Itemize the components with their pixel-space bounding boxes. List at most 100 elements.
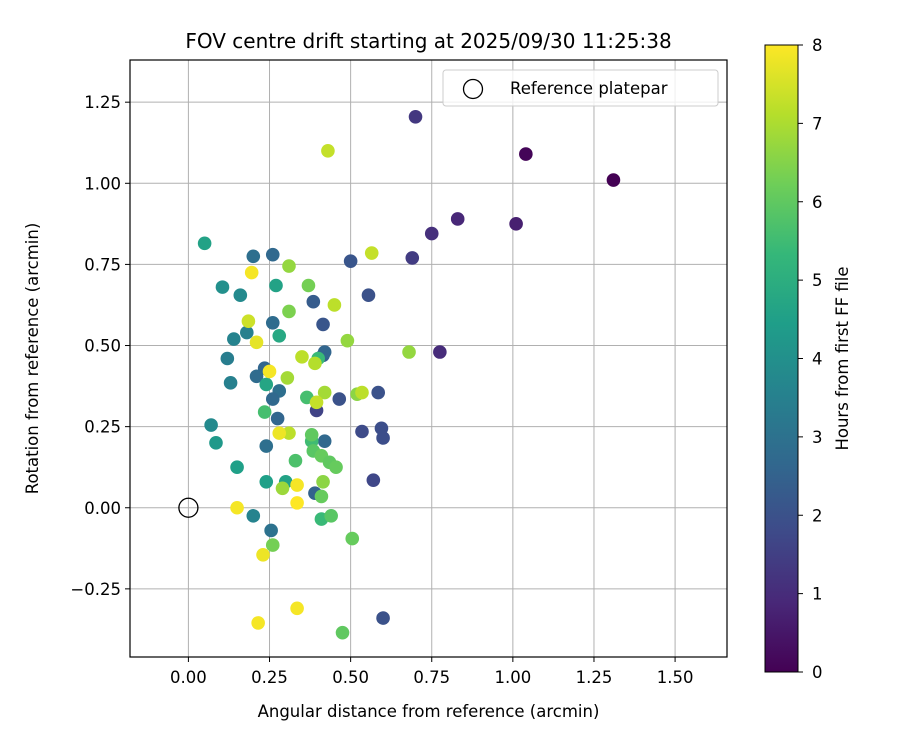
scatter-point (240, 325, 254, 340)
scatter-point (424, 226, 439, 241)
scatter-point (259, 474, 274, 489)
scatter-point (405, 251, 420, 265)
scatter-point (304, 427, 319, 442)
y-tick-label: 0.75 (84, 255, 121, 274)
y-tick-label: 0.00 (84, 499, 121, 518)
scatter-point (227, 332, 241, 346)
x-tick-label: 1.25 (576, 668, 613, 687)
scatter-point (241, 314, 256, 328)
scatter-point (223, 376, 238, 390)
scatter-point (282, 304, 296, 319)
x-axis-label: Angular distance from reference (arcmin) (258, 702, 600, 721)
scatter-point (197, 236, 212, 251)
scatter-point (335, 625, 350, 640)
scatter-point (269, 278, 283, 293)
colorbar-tick-label: 4 (812, 350, 823, 369)
scatter-point (371, 385, 386, 400)
legend-box (442, 69, 719, 107)
scatter-point (288, 453, 303, 468)
scatter-point (433, 345, 447, 359)
scatter-point (262, 364, 277, 379)
x-axis-ticks: 0.00 0.25 0.50 0.75 1.00 1.25 1.50 (170, 657, 693, 687)
legend-entry-reference-platepar: Reference platepar (510, 79, 668, 98)
scatter-point (272, 328, 287, 343)
scatter-point (340, 333, 355, 348)
y-axis-label: Rotation from reference (arcmin) (23, 223, 42, 495)
scatter-point (509, 217, 523, 231)
scatter-point (215, 280, 230, 294)
scatter-point (329, 460, 343, 474)
scatter-point (376, 611, 390, 625)
scatter-point (402, 345, 416, 359)
colorbar-tick-label: 8 (812, 36, 823, 55)
colorbar-tick-label: 6 (812, 193, 823, 212)
grid-lines (130, 60, 727, 657)
x-tick-label: 0.25 (251, 668, 288, 687)
scatter-point (246, 509, 261, 523)
y-tick-label: 1.00 (84, 174, 121, 193)
scatter-point (290, 496, 304, 510)
scatter-point (265, 538, 280, 552)
y-tick-label: −0.25 (70, 580, 121, 599)
x-tick-label: 0.75 (413, 668, 450, 687)
scatter-point (606, 173, 621, 187)
colorbar-tick-label: 3 (812, 428, 823, 447)
legend-marker-reference-platepar (462, 78, 484, 100)
scatter-point (257, 405, 272, 419)
y-tick-label: 0.25 (84, 418, 121, 437)
scatter-point (282, 426, 296, 440)
x-tick-label: 0.00 (170, 668, 207, 687)
scatter-point (249, 369, 264, 384)
scatter-point (343, 254, 358, 268)
scatter-point (324, 509, 338, 523)
scatter-point (519, 147, 533, 161)
scatter-point (204, 418, 218, 432)
scatter-point (259, 377, 274, 392)
scatter-point (317, 385, 332, 400)
scatter-point (290, 601, 304, 616)
scatter-point (246, 249, 261, 264)
scatter-point (327, 298, 342, 312)
colorbar-tick-label: 5 (812, 271, 823, 290)
scatter-points (197, 109, 621, 640)
scatter-point (306, 294, 321, 309)
scatter-point (332, 392, 347, 406)
scatter-point (309, 395, 324, 410)
y-axis-ticks: −0.25 0.00 0.25 0.50 0.75 1.00 1.25 (70, 93, 130, 599)
colorbar: 0 1 2 3 4 5 6 7 8 Hours from first FF file (764, 36, 852, 682)
y-tick-label: 1.25 (84, 93, 121, 112)
colorbar-tick-label: 7 (812, 114, 823, 133)
scatter-point (259, 439, 274, 453)
scatter-point (345, 531, 360, 546)
scatter-point (355, 424, 369, 439)
colorbar-tick-label: 1 (812, 585, 823, 604)
colorbar-tick-label: 0 (812, 663, 823, 682)
scatter-point (220, 351, 235, 366)
scatter-point (265, 247, 280, 262)
scatter-point (355, 385, 369, 400)
scatter-point (376, 431, 390, 445)
scatter-point (230, 500, 244, 515)
scatter-point (280, 371, 295, 385)
scatter-point (317, 434, 332, 449)
scatter-point (265, 316, 280, 330)
scatter-point (282, 259, 296, 273)
scatter-point (251, 616, 265, 630)
scatter-point (308, 356, 322, 371)
scatter-point (450, 212, 465, 226)
colorbar-label: Hours from first FF file (833, 266, 852, 450)
scatter-point (249, 335, 264, 350)
y-tick-label: 0.50 (84, 337, 121, 356)
x-tick-label: 1.00 (494, 668, 531, 687)
scatter-point (233, 288, 248, 303)
x-tick-label: 1.50 (657, 668, 694, 687)
scatter-point (256, 547, 270, 562)
reference-platepar-marker (178, 497, 199, 518)
legend: Reference platepar (442, 69, 719, 107)
scatter-point (230, 460, 244, 474)
x-tick-label: 0.50 (332, 668, 369, 687)
scatter-point (290, 478, 304, 492)
scatter-point (316, 474, 330, 489)
scatter-point (265, 392, 280, 406)
